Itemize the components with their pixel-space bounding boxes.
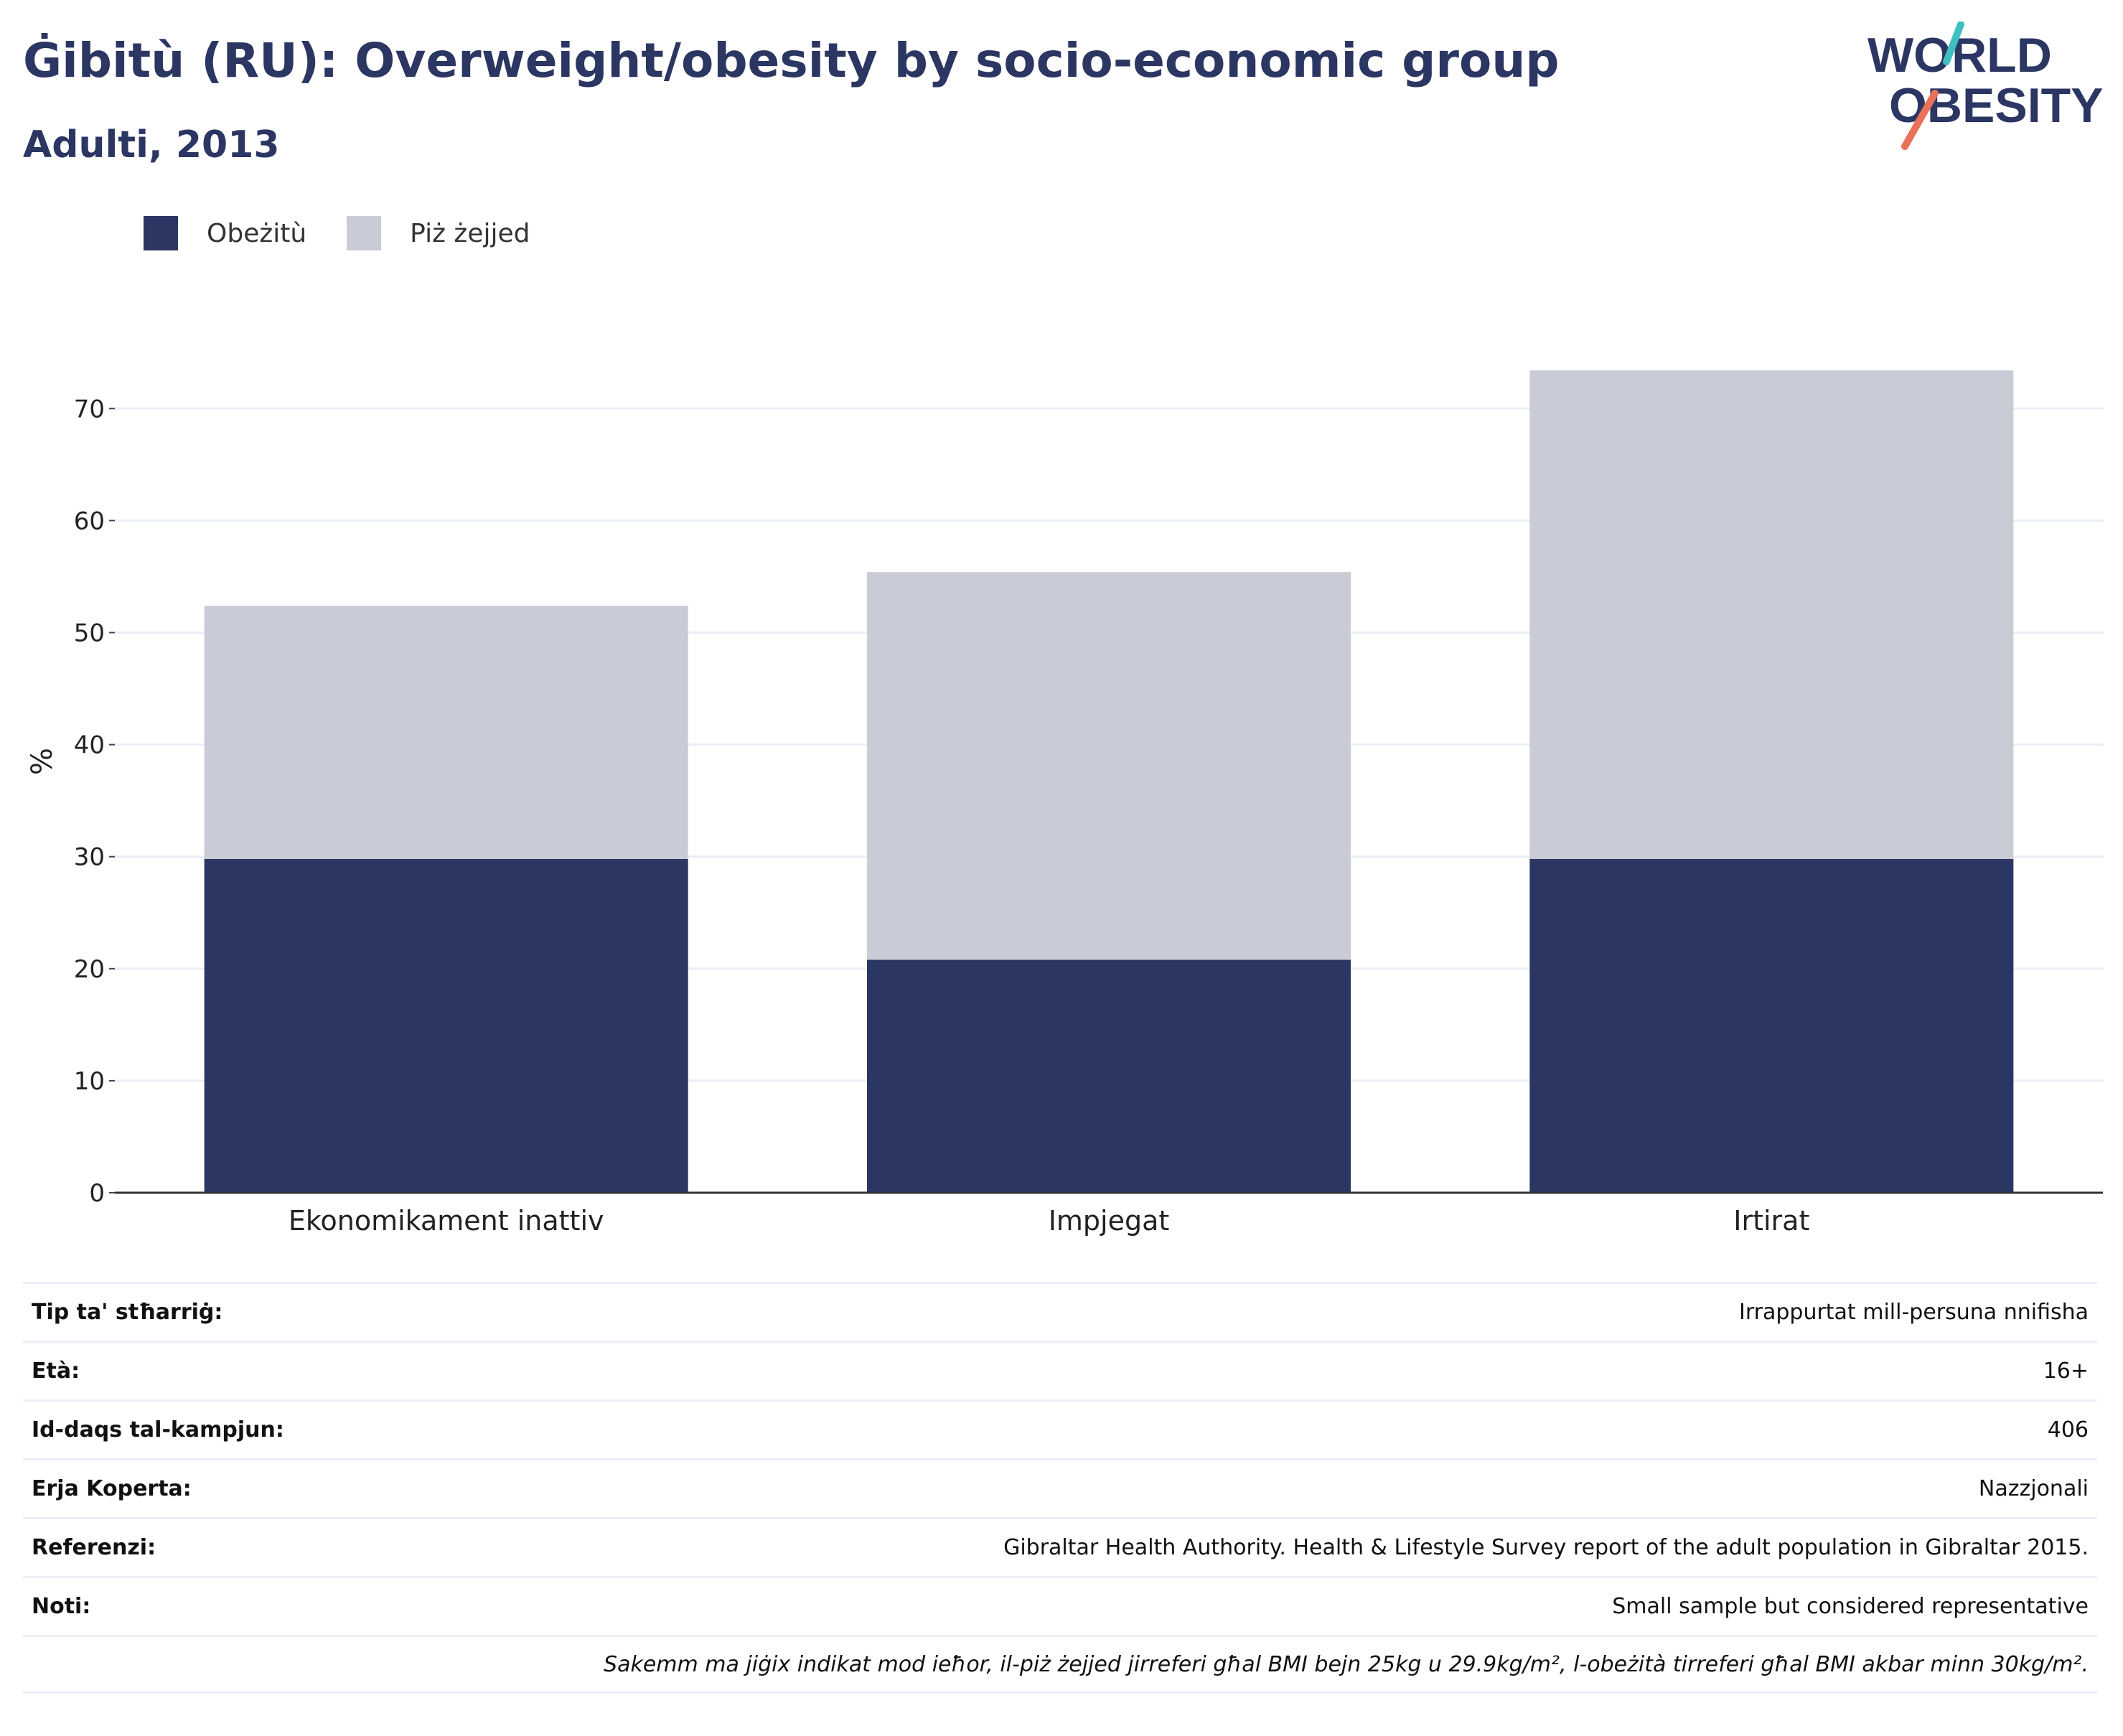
bar-obesity <box>866 960 1351 1193</box>
footnote-row: Sakemm ma jiġix indikat mod ieħor, il-pi… <box>23 1635 2097 1694</box>
info-value: 16+ <box>2043 1359 2089 1384</box>
y-axis-label: % <box>26 748 59 775</box>
info-row-notes: Noti: Small sample but considered repres… <box>23 1576 2097 1635</box>
bar-obesity <box>1529 858 2014 1193</box>
info-value: Nazzjonali <box>1978 1476 2089 1501</box>
info-label: Referenzi: <box>32 1535 156 1560</box>
y-tick-label: 70 <box>74 395 105 423</box>
legend-label-obesity: Obeżitù <box>207 218 307 248</box>
y-tick-label: 0 <box>89 1179 105 1208</box>
info-value: Irrappurtat mill-persuna nnifisha <box>1738 1300 2089 1325</box>
info-row-references: Referenzi: Gibraltar Health Authority. H… <box>23 1517 2097 1576</box>
y-tick-label: 50 <box>74 619 105 647</box>
x-tick-label: Ekonomikament inattiv <box>289 1205 604 1237</box>
chart-legend: Obeżitù Piż żejjed <box>144 214 570 253</box>
info-label: Tip ta' stħarriġ: <box>32 1300 223 1325</box>
info-value: Small sample but considered representati… <box>1612 1594 2089 1619</box>
legend-label-overweight: Piż żejjed <box>410 218 530 248</box>
y-tick-label: 60 <box>74 507 105 535</box>
chart-subtitle: Adulti, 2013 <box>23 123 280 166</box>
logo-coral-slash <box>1901 90 1939 150</box>
legend-swatch-obesity <box>144 216 178 250</box>
info-row-area-covered: Erja Koperta: Nazzjonali <box>23 1458 2097 1517</box>
bmi-footnote: Sakemm ma jiġix indikat mod ieħor, il-pi… <box>604 1651 2089 1677</box>
y-tick-label: 10 <box>74 1067 105 1096</box>
survey-info-table: Tip ta' stħarriġ: Irrappurtat mill-persu… <box>23 1282 2097 1694</box>
y-tick-label: 30 <box>74 843 105 872</box>
world-obesity-logo: WORLD OBESITY <box>1867 22 2104 150</box>
info-label: Età: <box>32 1359 80 1384</box>
chart-title: Ġibitù (RU): Overweight/obesity by socio… <box>23 33 1560 88</box>
x-tick-label: Irtirat <box>1733 1205 1809 1237</box>
info-row-age: Età: 16+ <box>23 1341 2097 1399</box>
info-value: Gibraltar Health Authority. Health & Lif… <box>1003 1535 2089 1560</box>
bar-overweight <box>204 606 688 859</box>
info-row-survey-type: Tip ta' stħarriġ: Irrappurtat mill-persu… <box>23 1282 2097 1341</box>
legend-item-overweight[interactable]: Piż żejjed <box>347 216 530 250</box>
info-label: Noti: <box>32 1594 91 1619</box>
stacked-bar-chart: 0 10 20 30 40 50 60 70% Ekonomikament inattiv Imp… <box>26 370 2103 1237</box>
y-tick-label: 40 <box>74 731 105 760</box>
y-tick-label: 20 <box>74 955 105 984</box>
logo-teal-slash <box>1943 22 1964 65</box>
legend-swatch-overweight <box>347 216 382 250</box>
bar-overweight <box>866 572 1351 960</box>
x-tick-label: Impjegat <box>1049 1205 1170 1237</box>
bar-overweight <box>1529 370 2014 859</box>
info-label: Erja Koperta: <box>32 1476 192 1501</box>
bar-obesity <box>204 858 688 1193</box>
info-value: 406 <box>2047 1417 2089 1442</box>
info-label: Id-daqs tal-kampjun: <box>32 1417 284 1442</box>
legend-item-obesity[interactable]: Obeżitù <box>144 216 306 250</box>
info-row-sample-size: Id-daqs tal-kampjun: 406 <box>23 1399 2097 1458</box>
